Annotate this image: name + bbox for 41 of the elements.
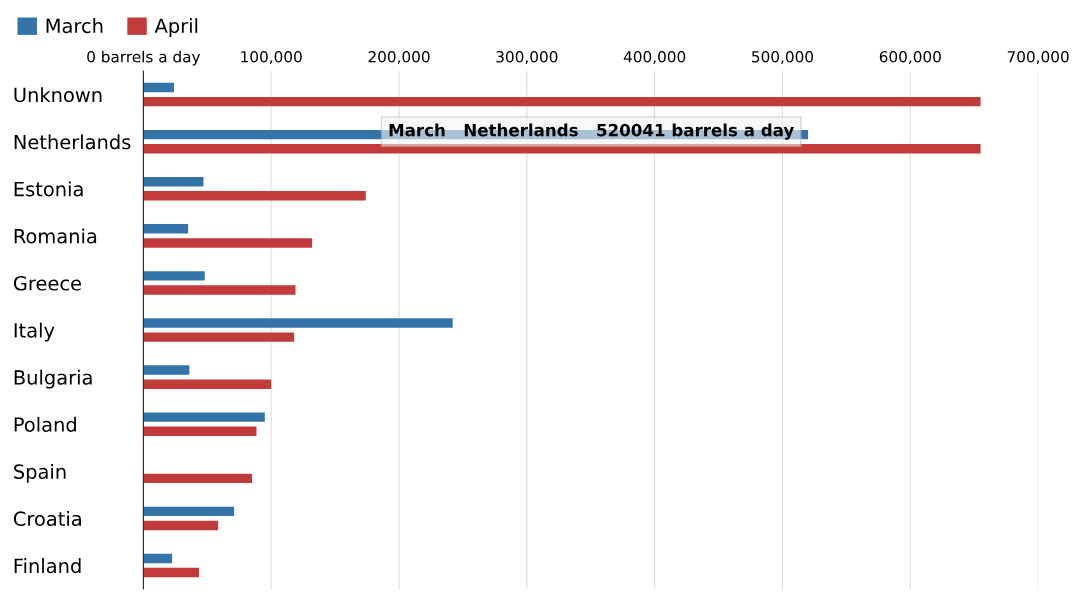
- bar: [143, 238, 313, 248]
- bar: [143, 176, 204, 187]
- bar: [143, 224, 189, 234]
- bar: [143, 271, 205, 281]
- bar: [143, 318, 453, 328]
- y-tick-label: Italy: [14, 322, 55, 342]
- bar: [143, 506, 235, 517]
- legend-label: March: [46, 18, 103, 34]
- legend-label: April: [154, 18, 198, 37]
- y-tick-label: Spain: [14, 463, 66, 483]
- y-tick-label: Unknown: [14, 87, 102, 103]
- bar: [143, 96, 981, 107]
- y-tick-label: Poland: [14, 416, 76, 432]
- x-tick-label: 0 barrels a day: [87, 50, 201, 66]
- bar: [143, 379, 272, 389]
- x-tick-label: 700,000: [1007, 50, 1069, 65]
- bar: [143, 567, 199, 578]
- x-tick-label: 100,000: [241, 50, 302, 65]
- annotation: March Netherlands 520041 barrels a day: [389, 123, 794, 140]
- bar: [143, 82, 175, 93]
- x-tick-label: 500,000: [752, 50, 814, 65]
- bar: [143, 412, 265, 422]
- x-tick-label: 300,000: [496, 50, 558, 65]
- y-tick-label: Greece: [13, 275, 81, 291]
- y-tick-label: Romania: [14, 228, 97, 244]
- y-tick-label: Estonia: [14, 181, 83, 197]
- x-tick-label: 400,000: [623, 50, 686, 65]
- bar: [143, 332, 295, 342]
- bar: [143, 191, 366, 201]
- bar: [143, 365, 190, 375]
- bar: [143, 473, 253, 484]
- bar: [143, 285, 296, 295]
- bar: [143, 553, 173, 564]
- y-tick-label: Netherlands: [14, 134, 131, 150]
- y-tick-label: Bulgaria: [14, 369, 92, 389]
- x-tick-label: 200,000: [368, 50, 430, 65]
- bar: [143, 426, 257, 436]
- y-tick-label: Croatia: [13, 511, 81, 527]
- y-tick-label: Finland: [14, 558, 81, 574]
- x-tick-label: 600,000: [879, 50, 941, 65]
- bar: [143, 520, 219, 531]
